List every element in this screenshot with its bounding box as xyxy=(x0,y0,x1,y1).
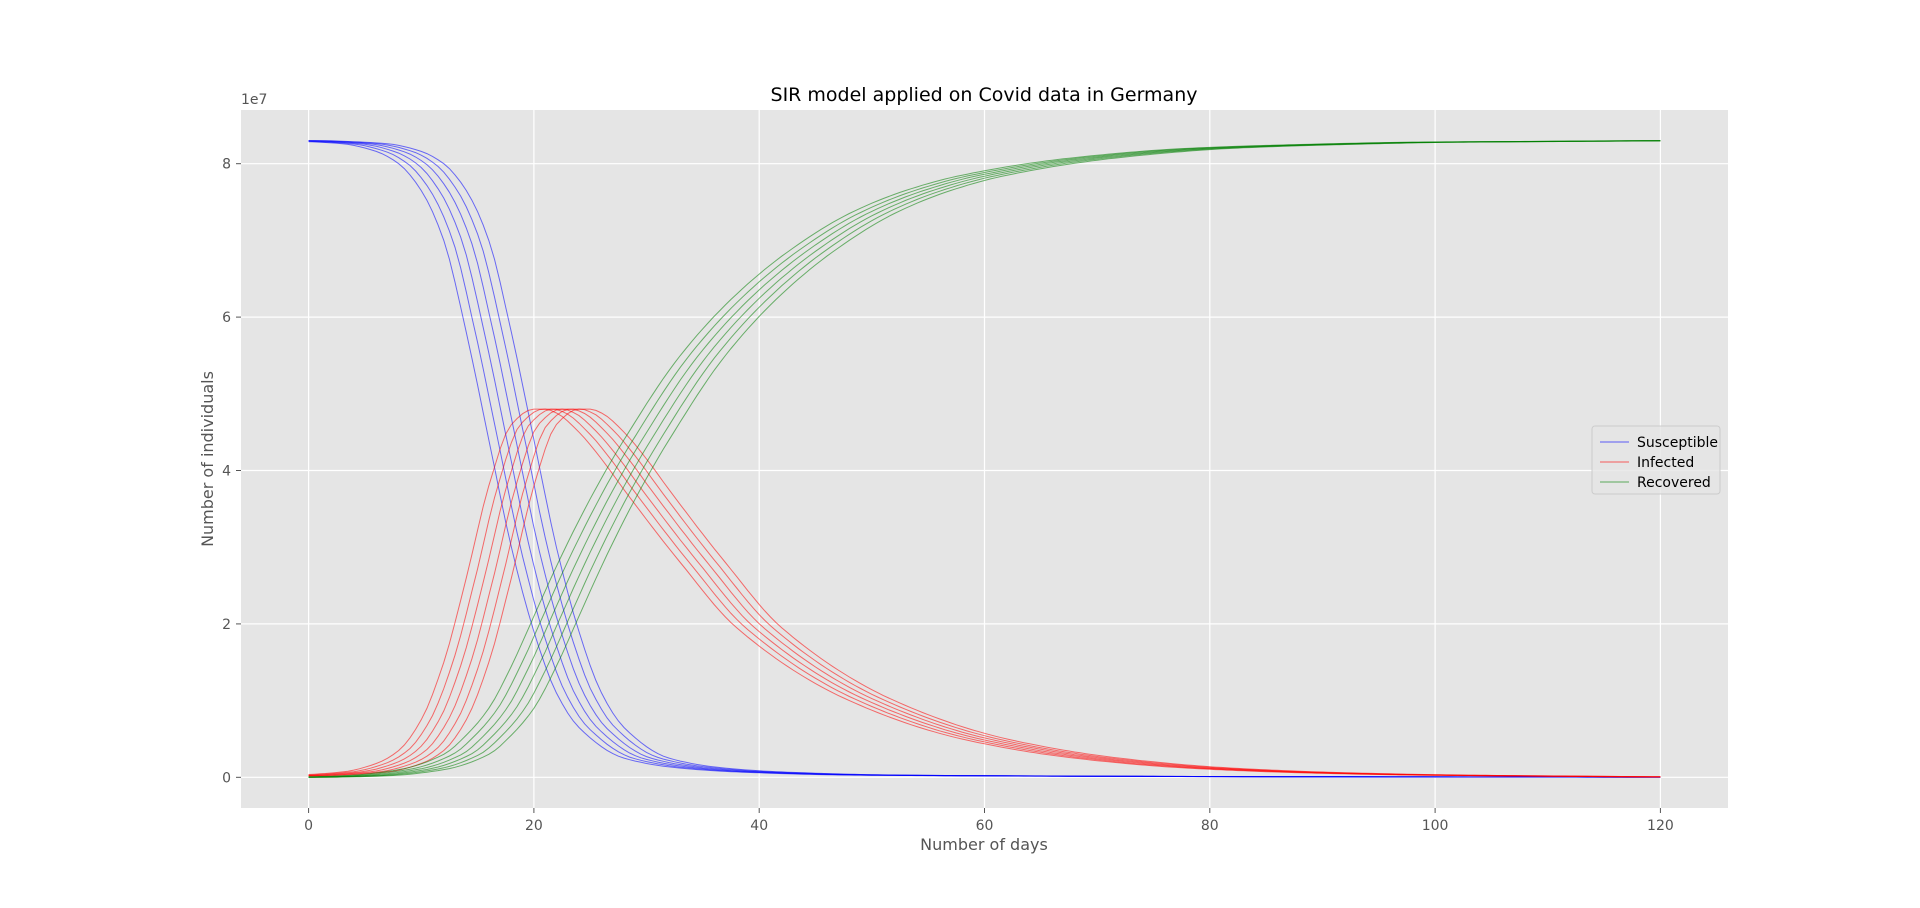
x-tick-label: 100 xyxy=(1422,818,1449,834)
x-tick-label: 0 xyxy=(304,818,313,834)
x-tick-label: 20 xyxy=(525,818,543,834)
series-line-susceptible xyxy=(308,140,1661,778)
x-tick-label: 80 xyxy=(1201,818,1219,834)
grid-lines xyxy=(241,110,1728,808)
legend-label-infected: Infected xyxy=(1637,455,1694,471)
x-tick-label: 40 xyxy=(750,818,768,834)
y-tick-label: 0 xyxy=(222,770,231,786)
y-tick-label: 2 xyxy=(222,617,231,633)
y-offset-label: 1e7 xyxy=(241,92,267,108)
chart-title: SIR model applied on Covid data in Germa… xyxy=(771,84,1198,106)
legend-label-susceptible: Susceptible xyxy=(1637,435,1718,451)
series-line-recovered xyxy=(308,140,1661,778)
legend-box xyxy=(1591,425,1721,495)
x-axis-label: Number of days xyxy=(920,835,1048,854)
x-tick-label: 60 xyxy=(976,818,994,834)
x-axis-ticks: 0 20 40 60 80 100 120 xyxy=(304,808,1674,834)
series-line-infected xyxy=(308,408,1661,778)
x-tick-label: 120 xyxy=(1647,818,1674,834)
y-tick-label: 8 xyxy=(222,157,231,173)
y-axis-label: Number of individuals xyxy=(198,371,217,547)
legend-label-recovered: Recovered xyxy=(1637,475,1711,491)
series-lines xyxy=(308,140,1661,778)
y-axis-ticks: 0 2 4 6 8 xyxy=(222,157,241,786)
y-tick-label: 4 xyxy=(222,464,231,480)
legend-items: Susceptible Infected Recovered xyxy=(1600,435,1718,491)
legend: Susceptible Infected Recovered xyxy=(1591,425,1721,495)
y-tick-label: 6 xyxy=(222,310,231,326)
